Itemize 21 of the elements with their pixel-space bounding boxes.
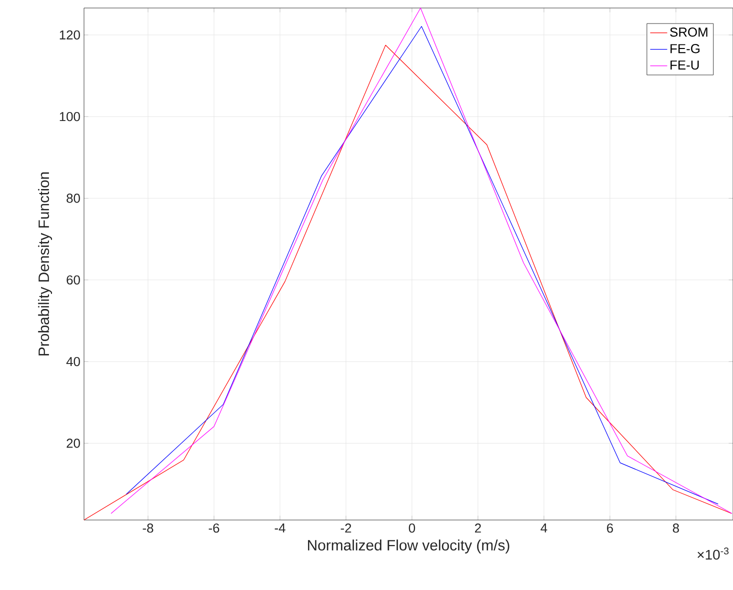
- x-tick-label: 2: [475, 524, 481, 533]
- x-tick-label: 8: [672, 524, 679, 533]
- legend-label: FE-U: [670, 60, 699, 70]
- x-axis-title: Normalized Flow velocity (m/s): [308, 540, 510, 554]
- x-tick-label: -6: [208, 524, 220, 533]
- y-tick-label: 100: [60, 112, 80, 122]
- y-tick-label: 20: [66, 438, 80, 448]
- y-tick-label: 80: [66, 194, 80, 203]
- y-tick-label: 60: [66, 275, 80, 285]
- y-tick-label: 120: [60, 30, 80, 40]
- y-axis-title: Probability Density Function: [38, 172, 52, 356]
- x-tick-label: 0: [408, 524, 416, 533]
- x-tick-label: -4: [274, 524, 286, 532]
- text: ×10$^{-3}$: [698, 548, 729, 560]
- legend-label: SROM: [670, 28, 708, 37]
- x-tick-label: 6: [606, 524, 613, 533]
- y-tick-label: 40: [66, 356, 80, 366]
- x-tick-label: -2: [340, 524, 352, 533]
- legend-label: FE-G: [670, 44, 700, 54]
- x-tick-label: 4: [540, 524, 548, 532]
- x-tick-label: -8: [142, 524, 154, 533]
